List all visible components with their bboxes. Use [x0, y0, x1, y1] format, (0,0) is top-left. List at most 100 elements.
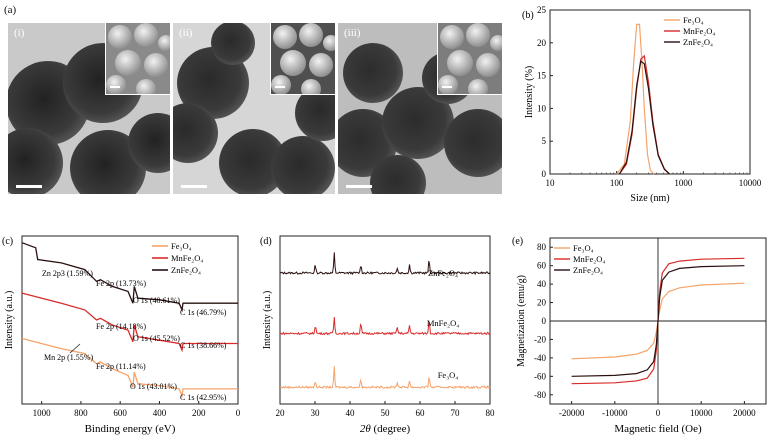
sem-sphere	[144, 53, 168, 77]
tem-scale-bar	[181, 185, 207, 188]
x-axis-label: 2θ (degree)	[360, 423, 411, 435]
sem-sphere	[438, 75, 458, 94]
tem-scale-bar	[16, 185, 42, 188]
chart-d-xrd: (d) 20 30 40 50 60 70 80 2θ (degree) Intensity (a…	[260, 235, 496, 435]
legend-label: Fe₃O₄	[573, 243, 594, 253]
y-tick-label: 20	[537, 298, 547, 308]
xps-annotation: Mn 2p (1.55%)	[44, 353, 93, 362]
y-tick-label: 15	[537, 71, 547, 81]
series-line-1	[21, 292, 238, 353]
sem-sphere	[136, 79, 156, 94]
sem-inset	[437, 23, 502, 95]
legend-label: Fe₃O₄	[171, 241, 192, 251]
legend-label: MnFe₂O₄	[573, 254, 605, 264]
y-tick-label: 80	[537, 242, 547, 252]
x-tick-label: -20000	[559, 408, 585, 418]
plot-frame	[549, 9, 751, 175]
nanoparticle	[128, 113, 170, 173]
panel-label: (e)	[512, 236, 523, 247]
tem-image-1: (i)	[8, 23, 170, 194]
panel-label: (c)	[2, 236, 13, 247]
tem-image-3: (iii)	[338, 23, 502, 194]
sem-sphere	[106, 75, 126, 94]
sem-sphere	[490, 35, 502, 51]
panel-label: (d)	[260, 236, 272, 247]
sem-inset	[270, 23, 335, 95]
y-tick-label: 25	[537, 5, 547, 15]
x-tick-label: 40	[346, 408, 356, 418]
sem-sphere	[299, 23, 323, 47]
nanoparticle	[343, 43, 403, 103]
nanoparticle	[8, 128, 63, 194]
x-tick-label: 60	[416, 408, 426, 418]
x-tick-label: 80	[486, 408, 496, 418]
sem-sphere	[134, 23, 158, 47]
x-axis-label-symbol: 2θ	[360, 423, 372, 435]
legend-label: ZnFe₂O₄	[683, 37, 713, 47]
xps-annotation: C 1s (42.95%)	[180, 393, 227, 402]
sem-sphere	[301, 79, 321, 94]
nanoparticle	[370, 155, 426, 194]
x-axis-label: Binding energy (eV)	[85, 423, 176, 435]
x-tick-label: 20000	[733, 408, 756, 418]
x-tick-label: 30	[311, 408, 321, 418]
sem-scale-bar	[275, 86, 285, 88]
y-axis-label: Intensity (%)	[524, 66, 535, 119]
sem-sphere	[273, 25, 297, 49]
legend-label: MnFe₂O₄	[683, 26, 715, 36]
y-tick-label: 0	[542, 169, 547, 179]
y-tick-label: 5	[542, 136, 547, 146]
series-line-2	[21, 337, 238, 398]
x-tick-label: 1000	[674, 178, 693, 188]
mh-curve-2	[571, 265, 745, 377]
legend-label: Fe₃O₄	[683, 15, 704, 25]
nanoparticle	[444, 109, 502, 177]
xps-annotation: Zn 2p3 (1.59%)	[42, 269, 93, 278]
xrd-pattern-2	[279, 366, 491, 390]
y-tick-label: -80	[534, 390, 546, 400]
nanoparticle	[271, 136, 335, 194]
chart-b-size-distribution: (b) 0 5 10 15 20 25 10 100 1000 10000 Size (nm) Inte…	[522, 5, 762, 204]
legend-label: MnFe₂O₄	[171, 253, 203, 263]
legend-label: ZnFe₂O₄	[171, 265, 201, 275]
y-tick-label: 10	[537, 103, 547, 113]
sem-inset	[105, 23, 170, 95]
x-tick-label: 70	[451, 408, 461, 418]
y-axis-label: Intensity (a.u.)	[262, 291, 273, 350]
y-tick-label: 0	[542, 316, 547, 326]
panel-label: (b)	[522, 10, 534, 21]
x-tick-label: 10000	[739, 178, 762, 188]
y-tick-label: -60	[534, 371, 546, 381]
y-axis-label: Intensity (a.u.)	[4, 291, 15, 350]
y-axis-label: Magnetization (emu/g)	[516, 275, 527, 367]
xrd-pattern-0	[279, 252, 491, 276]
legend-label: ZnFe₂O₄	[573, 265, 603, 275]
sem-sphere	[115, 50, 141, 76]
x-tick-label: 1000	[33, 408, 52, 418]
xps-annotation: C 1s (46.79%)	[180, 308, 227, 317]
chart-c-xps: (c) 1000 800 600 400 200 0 Binding energy (eV) I…	[2, 235, 241, 435]
x-tick-label: 0	[236, 408, 241, 418]
sem-sphere	[271, 75, 291, 94]
y-tick-label: -20	[534, 334, 546, 344]
tem-scale-bar	[346, 185, 372, 188]
xps-annotation: Fe 2p (14.18%)	[96, 322, 146, 331]
tem-panel-label: (i)	[14, 27, 25, 39]
panel-a-label: (a)	[4, 4, 17, 16]
sem-sphere	[476, 53, 500, 77]
xps-annotation: Fe 2p (11.14%)	[96, 362, 146, 371]
series-line-0	[616, 23, 655, 175]
xps-annotation: Fe 2p (13.73%)	[96, 279, 146, 288]
annotation-arrow	[69, 343, 81, 354]
sem-sphere	[108, 25, 132, 49]
x-tick-label: 600	[113, 408, 127, 418]
xps-annotation: C 1s (38.66%)	[180, 341, 227, 350]
tem-panel-label: (ii)	[179, 27, 193, 39]
y-tick-label: 60	[537, 261, 547, 271]
x-tick-label: 400	[153, 408, 167, 418]
series-line-2	[618, 60, 670, 175]
x-axis-label: Magnetic field (Oe)	[614, 423, 702, 435]
x-axis-label-unit: (degree)	[371, 423, 411, 435]
sem-sphere	[440, 25, 464, 49]
xps-annotation: O 1s (45.52%)	[133, 334, 180, 343]
